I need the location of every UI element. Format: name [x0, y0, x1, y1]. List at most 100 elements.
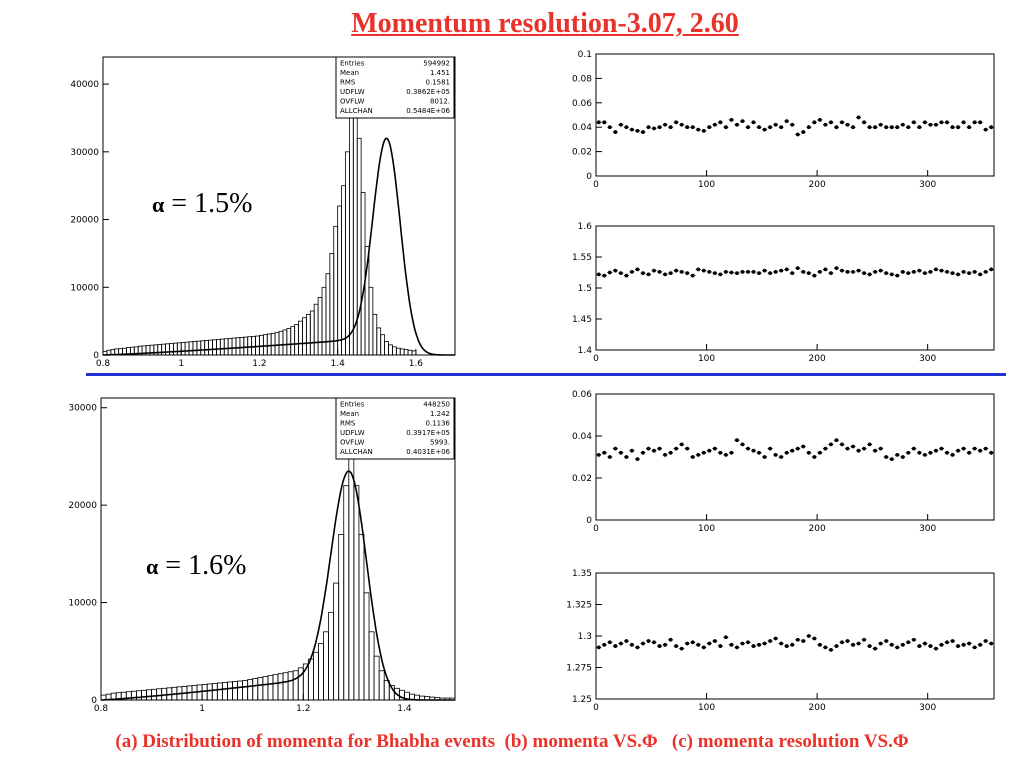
data-point — [795, 446, 800, 451]
data-point — [724, 635, 728, 640]
data-point — [812, 273, 817, 278]
data-point — [690, 125, 695, 130]
data-point — [657, 269, 662, 274]
data-point — [851, 444, 855, 449]
x-tick-label: 200 — [809, 524, 826, 534]
data-point — [652, 448, 656, 453]
data-point — [873, 269, 878, 274]
data-point — [757, 125, 761, 130]
x-tick-label: 300 — [919, 524, 936, 534]
data-point — [950, 453, 955, 457]
data-point — [989, 125, 994, 130]
data-point — [867, 272, 872, 277]
data-point — [607, 125, 612, 130]
y-tick-label: 0 — [586, 172, 592, 182]
data-point — [746, 269, 750, 274]
data-point — [613, 268, 618, 273]
data-point — [790, 122, 795, 127]
data-point — [635, 128, 640, 133]
data-point — [845, 639, 850, 643]
data-point — [757, 642, 761, 647]
data-point — [801, 639, 806, 643]
data-point — [701, 128, 706, 133]
data-point — [939, 120, 944, 125]
data-point — [950, 125, 955, 130]
data-point — [845, 122, 850, 127]
data-point — [630, 448, 634, 453]
data-point — [751, 448, 756, 453]
data-point — [867, 125, 872, 130]
data-point — [978, 448, 983, 453]
data-point — [923, 453, 927, 457]
data-point — [652, 126, 656, 131]
data-point — [751, 120, 756, 125]
data-point — [641, 450, 645, 455]
data-point — [646, 639, 651, 643]
data-point — [773, 269, 778, 274]
data-point — [983, 639, 988, 643]
data-point — [917, 450, 922, 455]
y-tick-label: 0.04 — [572, 123, 592, 133]
data-point — [801, 269, 806, 274]
data-point — [829, 647, 833, 652]
plot-frame — [595, 53, 995, 177]
data-point — [911, 446, 916, 451]
data-point — [762, 268, 767, 273]
y-tick-label: 1.4 — [578, 346, 593, 356]
data-point — [795, 637, 800, 642]
data-point — [685, 641, 690, 646]
data-point — [707, 448, 712, 453]
data-point — [607, 270, 612, 275]
x-tick-label: 1.6 — [409, 359, 424, 369]
data-point — [635, 457, 640, 461]
y-tick-label: 0 — [586, 516, 592, 526]
data-point — [834, 266, 839, 271]
data-point — [685, 446, 690, 451]
data-point — [884, 271, 889, 276]
data-point — [889, 642, 894, 647]
data-point — [746, 446, 750, 451]
data-point — [701, 268, 706, 273]
data-point — [884, 455, 889, 459]
data-point — [596, 453, 601, 457]
data-point — [729, 450, 734, 455]
data-point — [812, 455, 817, 459]
data-point — [773, 122, 778, 127]
stats-value: 0.3917E+05 — [406, 429, 450, 437]
data-point — [961, 269, 966, 274]
data-point — [911, 120, 916, 125]
data-point — [967, 271, 972, 276]
stats-label: ALLCHAN — [340, 107, 373, 115]
x-tick-label: 100 — [698, 354, 715, 364]
data-point — [762, 641, 767, 646]
plot-frame — [595, 572, 995, 700]
data-point — [790, 448, 795, 453]
data-point — [972, 120, 977, 125]
y-tick-label: 0.02 — [572, 474, 592, 484]
data-point — [961, 446, 966, 451]
data-point — [630, 127, 634, 132]
stats-label: Entries — [340, 60, 365, 68]
data-point — [817, 642, 822, 647]
stats-value: 1.451 — [430, 69, 450, 77]
data-point — [746, 125, 750, 130]
data-point — [712, 122, 717, 127]
data-point — [679, 122, 684, 127]
data-point — [978, 272, 983, 277]
data-point — [950, 639, 955, 643]
data-point — [735, 438, 739, 443]
data-point — [906, 450, 911, 455]
data-point — [845, 446, 850, 451]
data-point — [679, 646, 684, 651]
data-point — [740, 269, 745, 274]
data-point — [757, 450, 761, 455]
data-point — [928, 644, 933, 648]
page-title: Momentum resolution-3.07, 2.60 — [351, 8, 739, 39]
data-point — [607, 640, 612, 645]
data-point — [961, 120, 966, 125]
data-point — [934, 122, 938, 127]
y-tick-label: 1.55 — [572, 253, 592, 263]
data-point — [967, 450, 972, 455]
